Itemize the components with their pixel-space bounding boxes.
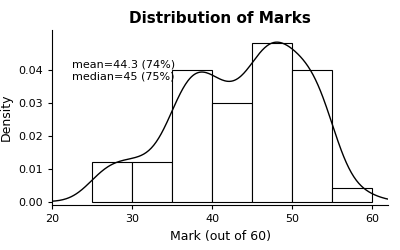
Title: Distribution of Marks: Distribution of Marks (129, 11, 311, 26)
Bar (92, 162, 132, 202)
Text: mean=44.3 (74%)
median=45 (75%): mean=44.3 (74%) median=45 (75%) (72, 60, 175, 81)
Bar (172, 70, 212, 202)
Bar (292, 70, 332, 202)
Y-axis label: Density: Density (0, 94, 13, 141)
Bar (212, 103, 252, 202)
Bar (252, 43, 292, 202)
Bar (332, 188, 372, 202)
X-axis label: Mark (out of 60): Mark (out of 60) (170, 230, 270, 242)
Bar (132, 162, 172, 202)
